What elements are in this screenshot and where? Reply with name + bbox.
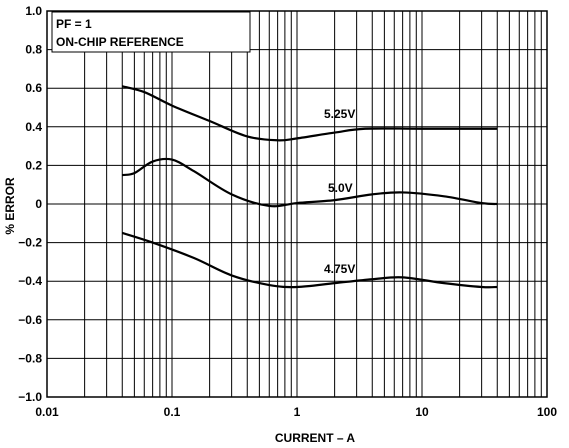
y-tick-label: −0.4 [18,274,42,288]
y-tick-label: −0.6 [18,313,42,327]
plot-frame [46,10,548,398]
x-tick-label: 0.1 [164,405,181,419]
y-tick-label: 0.8 [25,43,42,57]
y-tick-label: 0.2 [25,158,42,172]
x-tick-label: 100 [537,405,557,419]
annotation-box: PF = 1 ON-CHIP REFERENCE [51,11,251,53]
x-tick-label: 1 [294,405,301,419]
y-tick-label: 0 [35,197,42,211]
series-label-4.75v: 4.75V [324,262,355,276]
y-tick-label: 1.0 [25,4,42,18]
series-lines [121,85,498,289]
annotation-reference: ON-CHIP REFERENCE [56,35,184,49]
series-label-5.0v: 5.0V [328,181,353,195]
y-axis-title: % ERROR [3,177,17,235]
series-line-5.0v [122,157,498,208]
y-tick-label: 0.4 [25,120,42,134]
y-tick-label: −1.0 [18,390,42,404]
y-tick-label: −0.8 [18,351,42,365]
annotation-pf: PF = 1 [56,17,92,31]
y-tick-label: 0.6 [25,81,42,95]
series-label-5.25v: 5.25V [324,107,355,121]
x-axis-title: CURRENT – A [275,431,356,445]
x-tick-label: 10 [415,405,429,419]
tick-labels: −1.0 −0.8 −0.6 −0.4 −0.2 0 0.2 0.4 0.6 0.8 1.0 0.01… [18,4,557,419]
series-line-4.75v [121,231,498,289]
y-tick-label: −0.2 [18,236,42,250]
x-tick-label: 0.01 [35,405,59,419]
series-line-5.25v [121,85,498,142]
